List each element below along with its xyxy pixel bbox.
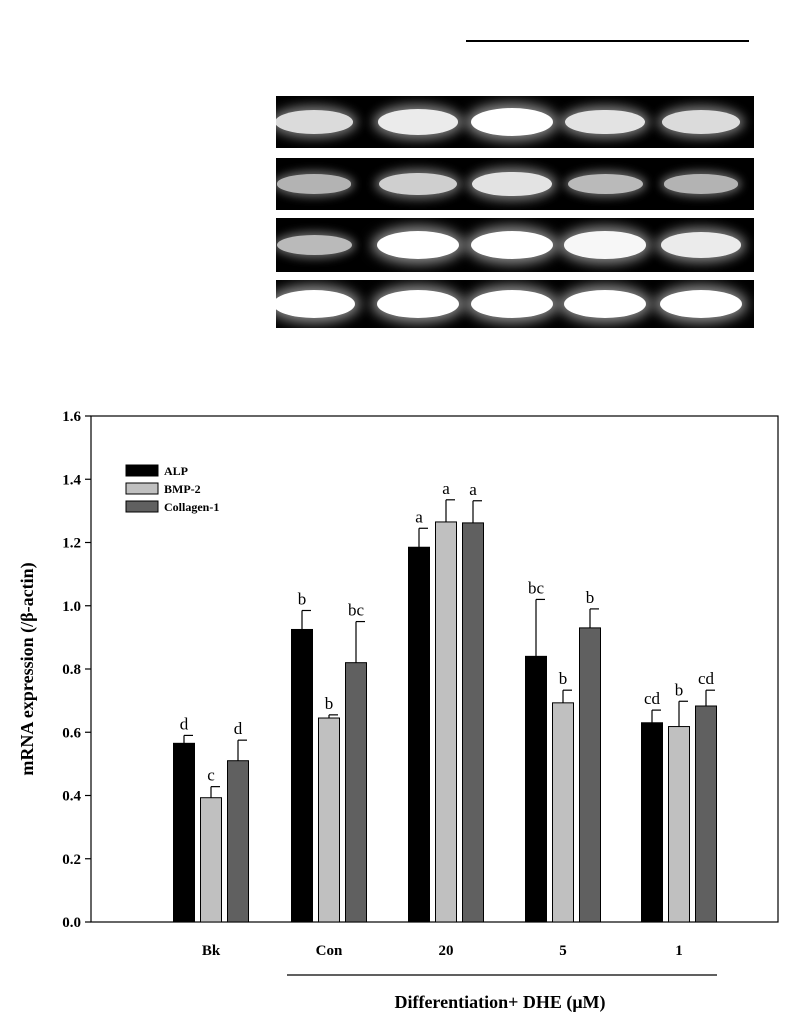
bar-alp: [525, 655, 547, 923]
significance-label: b: [675, 680, 684, 699]
significance-label: d: [234, 719, 243, 738]
gel-band: [471, 231, 553, 259]
legend-swatch: [125, 500, 159, 513]
gel-band: [377, 290, 459, 318]
gel-band: [276, 235, 352, 255]
significance-label: a: [469, 480, 477, 499]
y-tick-label: 1.6: [62, 409, 81, 425]
gel-band: [276, 290, 355, 318]
gel-band: [565, 109, 645, 135]
significance-label: bc: [528, 578, 545, 597]
y-tick-label: 1.4: [62, 472, 81, 488]
gel-band: [471, 108, 553, 136]
legend-label: ALP: [164, 464, 188, 478]
x-axis-label: Differentiation+ DHE (μM): [394, 992, 605, 1013]
x-tick-label: Con: [316, 943, 343, 959]
gel-band: [567, 174, 643, 194]
bar-alp: [291, 628, 313, 923]
y-tick-label: 0.0: [62, 915, 81, 931]
significance-label: b: [586, 588, 595, 607]
bar-collagen-1: [579, 627, 601, 923]
bar-bmp-2: [318, 717, 340, 923]
significance-label: d: [180, 714, 189, 733]
y-tick-label: 0.6: [62, 725, 81, 741]
bar-bmp-2: [668, 726, 690, 923]
significance-label: b: [559, 669, 568, 688]
gel-band: [377, 231, 459, 259]
gel-band: [663, 174, 739, 194]
gel-lane-strip: [276, 280, 754, 328]
x-tick-label: 20: [439, 943, 454, 959]
bar-bmp-2: [435, 521, 457, 923]
gel-band: [661, 110, 741, 134]
gel-band: [378, 109, 458, 135]
gel-lane-strip: [276, 218, 754, 272]
legend-swatch: [125, 464, 159, 477]
x-tick-label: Bk: [202, 943, 221, 959]
bar-alp: [408, 546, 430, 923]
legend-swatch: [125, 482, 159, 495]
bar-collagen-1: [695, 705, 717, 923]
gel-lane-strip: [276, 96, 754, 148]
gel-band: [471, 290, 553, 318]
gel-band: [276, 174, 352, 194]
significance-label: cd: [698, 669, 715, 688]
significance-label: a: [415, 507, 423, 526]
bar-bmp-2: [552, 702, 574, 923]
y-tick-label: 0.2: [62, 852, 81, 868]
gel-band: [661, 232, 741, 258]
dhe-bracket-line: [466, 40, 749, 42]
x-tick-label: 1: [675, 943, 683, 959]
significance-label: cd: [644, 689, 661, 708]
significance-label: b: [325, 694, 334, 713]
bar-bmp-2: [200, 797, 222, 923]
plot-frame: [90, 415, 779, 923]
gel-band: [472, 171, 552, 197]
gel-band: [564, 290, 646, 318]
y-tick-label: 1.2: [62, 536, 81, 552]
legend-label: Collagen-1: [164, 500, 219, 514]
significance-label: b: [298, 589, 307, 608]
y-tick-label: 0.8: [62, 662, 81, 678]
bar-collagen-1: [227, 760, 249, 923]
x-tick-label: 5: [559, 943, 567, 959]
gel-band: [379, 172, 457, 196]
gel-band: [660, 290, 742, 318]
significance-label: bc: [348, 601, 365, 620]
y-tick-label: 1.0: [62, 599, 81, 615]
y-axis-label: mRNA expression (/β-actin): [17, 562, 38, 775]
legend-label: BMP-2: [164, 482, 201, 496]
significance-label: c: [207, 766, 215, 785]
y-tick-label: 0.4: [62, 789, 81, 805]
gel-band: [564, 231, 646, 259]
bar-collagen-1: [462, 522, 484, 923]
bar-alp: [173, 742, 195, 923]
bar-alp: [641, 722, 663, 923]
significance-label: a: [442, 479, 450, 498]
bar-collagen-1: [345, 662, 367, 923]
gel-lane-strip: [276, 158, 754, 210]
gel-band: [276, 110, 354, 134]
